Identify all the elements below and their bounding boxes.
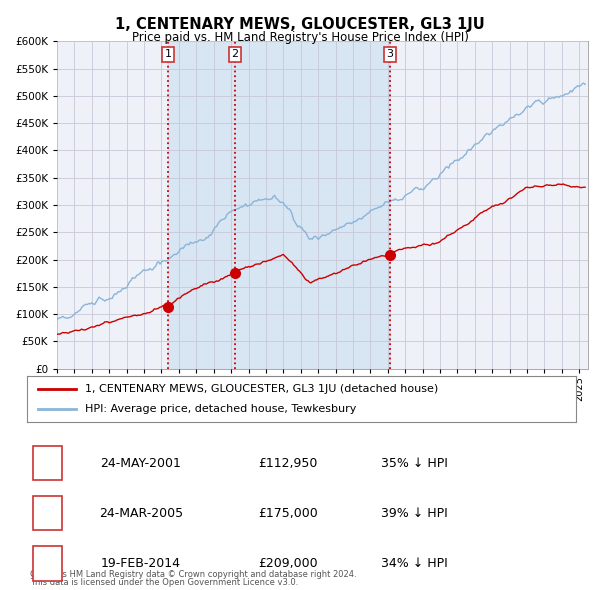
Text: 1, CENTENARY MEWS, GLOUCESTER, GL3 1JU (detached house): 1, CENTENARY MEWS, GLOUCESTER, GL3 1JU (… — [85, 384, 438, 394]
Text: 39% ↓ HPI: 39% ↓ HPI — [380, 507, 448, 520]
Text: 35% ↓ HPI: 35% ↓ HPI — [380, 457, 448, 470]
Text: Contains HM Land Registry data © Crown copyright and database right 2024.: Contains HM Land Registry data © Crown c… — [30, 570, 356, 579]
Text: £209,000: £209,000 — [258, 557, 318, 570]
Text: 34% ↓ HPI: 34% ↓ HPI — [380, 557, 448, 570]
Text: 2: 2 — [43, 507, 52, 520]
Text: Price paid vs. HM Land Registry's House Price Index (HPI): Price paid vs. HM Land Registry's House … — [131, 31, 469, 44]
Text: 3: 3 — [43, 557, 52, 570]
Text: HPI: Average price, detached house, Tewkesbury: HPI: Average price, detached house, Tewk… — [85, 404, 356, 414]
Bar — [168, 41, 390, 369]
Text: 1, CENTENARY MEWS, GLOUCESTER, GL3 1JU: 1, CENTENARY MEWS, GLOUCESTER, GL3 1JU — [115, 17, 485, 31]
Text: 1: 1 — [43, 457, 52, 470]
Text: £175,000: £175,000 — [258, 507, 318, 520]
Text: 19-FEB-2014: 19-FEB-2014 — [101, 557, 181, 570]
Text: 1: 1 — [164, 50, 172, 60]
Text: 2: 2 — [232, 50, 238, 60]
Text: This data is licensed under the Open Government Licence v3.0.: This data is licensed under the Open Gov… — [30, 578, 298, 587]
Text: 3: 3 — [386, 50, 394, 60]
Text: £112,950: £112,950 — [259, 457, 317, 470]
Text: 24-MAR-2005: 24-MAR-2005 — [99, 507, 183, 520]
Text: 24-MAY-2001: 24-MAY-2001 — [101, 457, 181, 470]
